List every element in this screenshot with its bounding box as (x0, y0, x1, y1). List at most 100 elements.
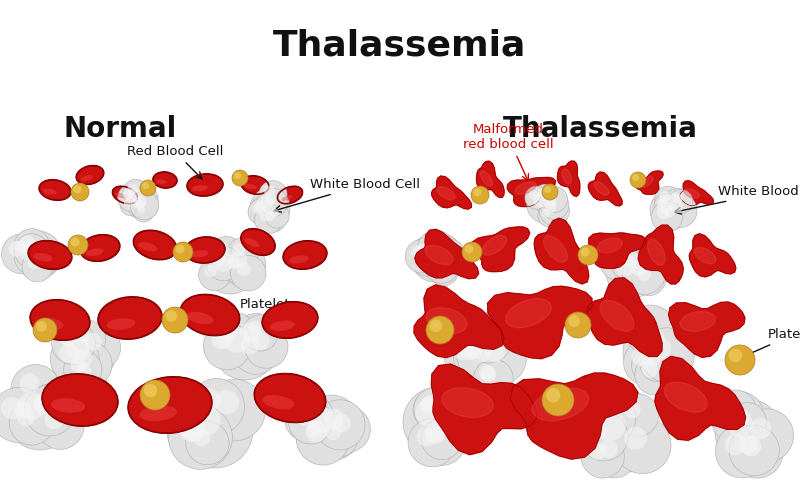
Polygon shape (589, 233, 646, 269)
Circle shape (453, 340, 472, 360)
Circle shape (469, 338, 493, 363)
Circle shape (66, 335, 90, 360)
Polygon shape (507, 178, 555, 207)
Ellipse shape (241, 176, 269, 194)
Circle shape (542, 187, 567, 212)
Circle shape (216, 242, 229, 255)
Circle shape (461, 343, 478, 360)
Circle shape (318, 417, 358, 457)
Circle shape (6, 393, 50, 437)
Circle shape (64, 350, 102, 389)
Circle shape (77, 325, 121, 369)
Ellipse shape (76, 166, 104, 184)
Circle shape (74, 349, 92, 368)
Ellipse shape (51, 398, 85, 413)
Circle shape (657, 207, 670, 219)
Text: Thalassemia: Thalassemia (502, 115, 698, 143)
Circle shape (186, 422, 229, 465)
Circle shape (269, 208, 279, 218)
Circle shape (204, 379, 266, 441)
Circle shape (67, 320, 106, 358)
Circle shape (142, 182, 149, 189)
Circle shape (546, 191, 557, 201)
Circle shape (408, 237, 448, 276)
Circle shape (654, 186, 682, 214)
Circle shape (646, 352, 661, 366)
Circle shape (527, 187, 563, 223)
Circle shape (579, 412, 628, 461)
Polygon shape (638, 225, 683, 284)
Circle shape (14, 241, 47, 274)
Polygon shape (690, 234, 736, 277)
Polygon shape (506, 299, 551, 328)
Circle shape (296, 408, 314, 425)
Circle shape (58, 343, 78, 363)
Circle shape (14, 231, 62, 279)
Circle shape (426, 316, 454, 344)
Circle shape (640, 346, 676, 382)
Circle shape (623, 320, 687, 384)
Circle shape (715, 399, 781, 465)
Polygon shape (600, 301, 634, 331)
Circle shape (118, 184, 145, 212)
Circle shape (245, 325, 288, 368)
Ellipse shape (190, 250, 208, 257)
Circle shape (168, 405, 232, 469)
Circle shape (650, 330, 665, 345)
Ellipse shape (241, 229, 275, 255)
Circle shape (203, 322, 251, 370)
Circle shape (471, 186, 489, 204)
Text: Thalassemia: Thalassemia (274, 28, 526, 62)
Circle shape (413, 390, 453, 430)
Circle shape (22, 240, 42, 258)
Polygon shape (680, 181, 714, 206)
Circle shape (293, 402, 313, 422)
Circle shape (666, 188, 689, 212)
Circle shape (529, 190, 538, 199)
Circle shape (230, 256, 266, 291)
Ellipse shape (278, 186, 302, 204)
Circle shape (464, 315, 513, 363)
Circle shape (36, 402, 84, 449)
Circle shape (473, 323, 492, 342)
Circle shape (474, 188, 482, 197)
Ellipse shape (115, 193, 126, 198)
Polygon shape (442, 388, 494, 417)
Circle shape (204, 242, 256, 294)
Circle shape (135, 196, 146, 208)
Circle shape (539, 196, 570, 226)
Circle shape (599, 439, 618, 458)
Circle shape (485, 342, 505, 363)
Polygon shape (487, 286, 592, 359)
Circle shape (259, 181, 287, 209)
Circle shape (222, 243, 266, 287)
Circle shape (131, 199, 139, 208)
Circle shape (439, 412, 457, 430)
Circle shape (167, 406, 222, 460)
Circle shape (634, 314, 654, 334)
Circle shape (74, 185, 82, 193)
Circle shape (634, 331, 660, 357)
Circle shape (131, 196, 155, 220)
Circle shape (14, 229, 50, 265)
Circle shape (533, 186, 559, 213)
Polygon shape (544, 236, 567, 262)
Circle shape (540, 191, 569, 220)
Circle shape (616, 251, 630, 265)
Text: Normal: Normal (63, 115, 177, 143)
Ellipse shape (42, 374, 118, 426)
Circle shape (429, 426, 445, 442)
Circle shape (9, 241, 24, 257)
Circle shape (644, 324, 680, 360)
Ellipse shape (270, 320, 295, 331)
Circle shape (411, 245, 425, 259)
Circle shape (568, 315, 580, 327)
Circle shape (213, 251, 234, 272)
Circle shape (465, 341, 482, 359)
Circle shape (578, 245, 598, 265)
Circle shape (650, 190, 690, 230)
Circle shape (638, 353, 653, 368)
Circle shape (261, 206, 286, 232)
Circle shape (443, 402, 459, 418)
Ellipse shape (134, 230, 177, 260)
